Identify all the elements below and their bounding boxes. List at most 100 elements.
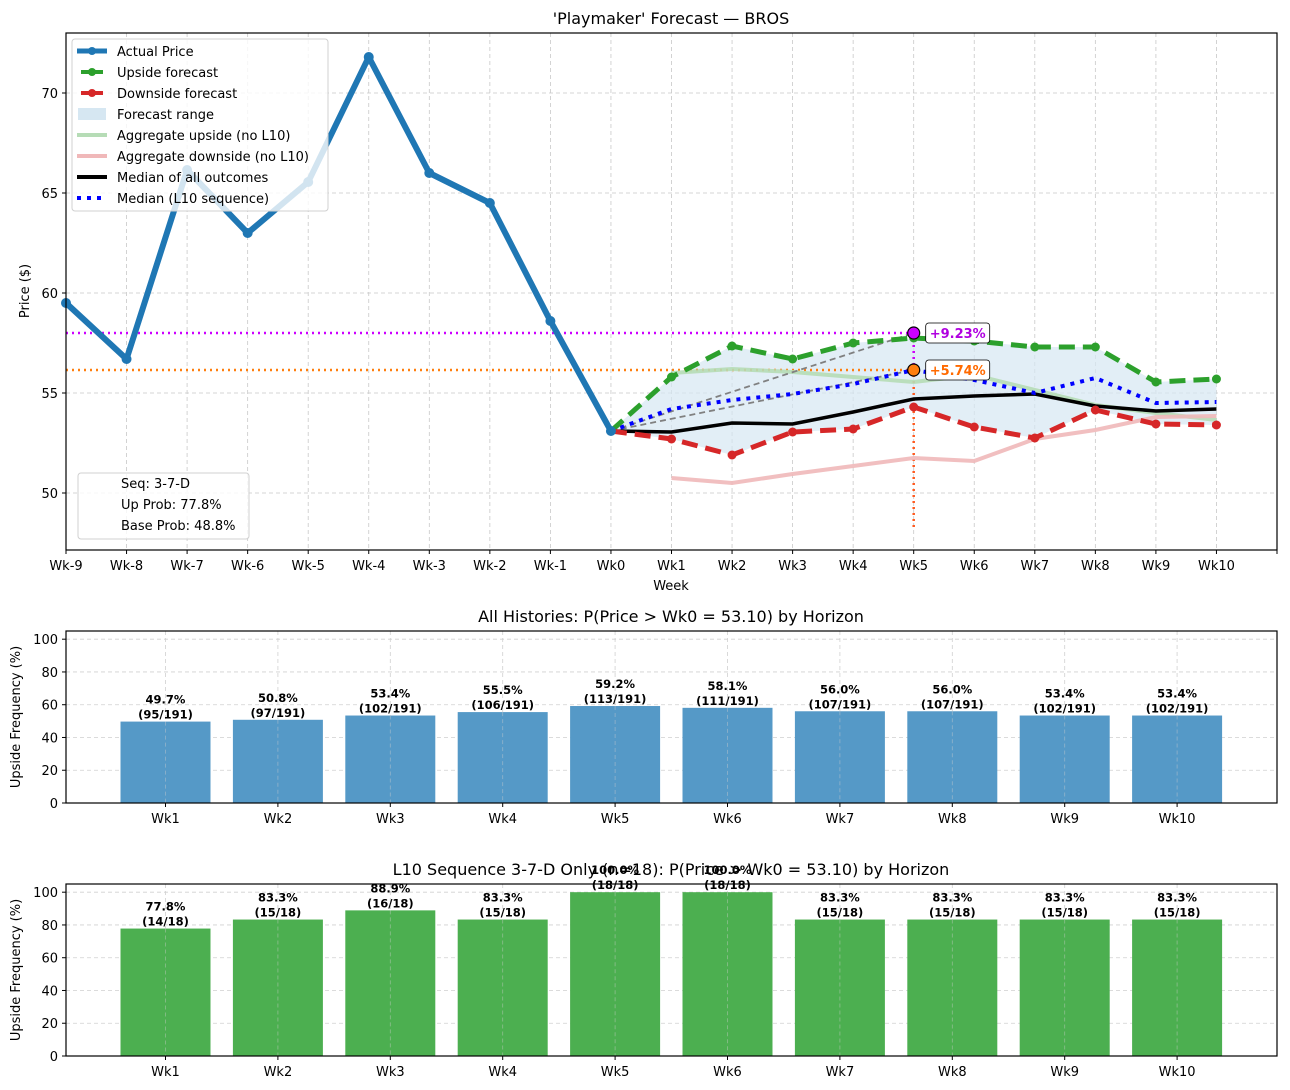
bar-value-label: 88.9%	[370, 881, 410, 895]
x-tick-label: Wk4	[839, 559, 868, 574]
bar-value-label: 56.0%	[820, 682, 860, 696]
bar-count-label: (15/18)	[817, 906, 864, 920]
downside-forecast-point	[909, 402, 919, 412]
bar-count-label: (15/18)	[1154, 906, 1201, 920]
legend-marker	[88, 47, 96, 55]
bars: 77.8%(14/18)83.3%(15/18)88.9%(16/18) 83.3…	[120, 863, 1223, 1056]
x-tick-label: Wk2	[264, 1065, 293, 1080]
downside-forecast-point	[727, 450, 737, 460]
l10-sequence-bar-chart: 77.8%(14/18)83.3%(15/18)88.9%(16/18) 83.3…	[9, 860, 1278, 1080]
bar-value-label: 55.5%	[483, 683, 523, 697]
x-tick-label: Wk-2	[473, 559, 506, 574]
info-base-prob: Base Prob: 48.8%	[121, 519, 235, 534]
actual-price-point	[605, 426, 616, 436]
x-tick-label: Wk-4	[352, 559, 385, 574]
median-all-line	[610, 392, 1217, 434]
bar-value-label: 83.3%	[1157, 891, 1197, 905]
info-sequence: Seq: 3-7-D	[121, 477, 190, 492]
bar-value-label: 59.2%	[595, 677, 635, 691]
x-tick-label: Wk7	[826, 812, 855, 827]
bar-value-label: 83.3%	[483, 891, 523, 905]
x-tick-label: Wk3	[778, 559, 807, 574]
bar-count-label: (16/18)	[367, 896, 414, 910]
chart-title: 'Playmaker' Forecast — BROS	[553, 9, 789, 28]
x-tick-label: Wk5	[601, 1065, 630, 1080]
x-tick-label: Wk3	[376, 812, 405, 827]
x-tick-label: Wk-9	[49, 559, 82, 574]
x-tick-label: Wk10	[1198, 559, 1235, 574]
legend-swatch	[78, 108, 106, 120]
legend-label: Actual Price	[117, 45, 194, 60]
legend-item: Median of all outcomes	[77, 171, 268, 186]
legend-label: Upside forecast	[117, 66, 218, 81]
legend-item: Aggregate upside (no L10)	[77, 129, 290, 144]
x-tick-label: Wk1	[151, 812, 180, 827]
bar-count-label: (14/18)	[142, 915, 189, 929]
legend-label: Median of all outcomes	[117, 171, 268, 186]
info-up-prob: Up Prob: 77.8%	[121, 498, 222, 513]
chart-title: All Histories: P(Price > Wk0 = 53.10) by…	[478, 607, 864, 626]
all-histories-bar-chart: All Histories: P(Price > Wk0 = 53.10) by…	[9, 607, 1278, 827]
downside-forecast-point	[1211, 420, 1221, 430]
x-tick-label: Wk2	[718, 559, 747, 574]
x-tick-label: Wk7	[1020, 559, 1049, 574]
downside-forecast-point	[969, 422, 979, 432]
x-tick-label: Wk-8	[110, 559, 143, 574]
axes-frame	[65, 630, 1278, 804]
bar-count-label: (15/18)	[1041, 906, 1088, 920]
actual-price-point	[121, 354, 132, 364]
x-tick-label: Wk-5	[292, 559, 325, 574]
legend: Actual Price Upside forecast Downside fore…	[71, 38, 329, 212]
y-tick-label: 80	[41, 666, 58, 681]
legend-label: Median (L10 sequence)	[117, 192, 269, 207]
bar-count-label: (102/191)	[1146, 702, 1209, 716]
bar-count-label: (15/18)	[255, 906, 302, 920]
legend-marker	[88, 68, 96, 76]
legend-label: Downside forecast	[117, 87, 237, 102]
annotation-label: +9.23%	[930, 327, 986, 342]
x-tick-label: Wk9	[1142, 559, 1171, 574]
axis-ticks: 0 20 40 60 80 100 Wk1 Wk2 Wk3 Wk4 Wk5 Wk6 Wk7 Wk8 Wk9 W…	[33, 633, 1195, 827]
bars: 49.7%(95/191)50.8%(97/191)53.4%(102/191)…	[120, 677, 1223, 803]
y-axis-ticks: 50 55 60 65 70	[41, 87, 66, 502]
target-marker	[907, 363, 921, 377]
upside-forecast-point	[788, 354, 798, 364]
upside-forecast-line	[609, 335, 1217, 433]
x-tick-label: Wk8	[938, 812, 967, 827]
bar-count-label: (102/191)	[359, 702, 422, 716]
bar	[120, 721, 211, 803]
bar-count-label: (107/191)	[809, 697, 872, 711]
downside-forecast-point	[1090, 405, 1100, 415]
y-axis-label: Price ($)	[18, 264, 33, 318]
y-tick-label: 60	[41, 287, 58, 302]
x-tick-label: Wk-7	[170, 559, 203, 574]
x-tick-label: Wk2	[264, 812, 293, 827]
y-tick-label: 40	[41, 731, 58, 746]
bar-value-label: 77.8%	[146, 900, 186, 914]
y-tick-label: 65	[41, 187, 58, 202]
y-tick-label: 50	[41, 487, 58, 502]
x-tick-label: Wk9	[1050, 1065, 1079, 1080]
upside-forecast-point	[727, 341, 737, 351]
annotation-box	[925, 322, 991, 344]
legend-label: Forecast range	[117, 108, 214, 123]
downside-forecast-point	[1030, 433, 1040, 443]
y-tick-label: 100	[33, 633, 58, 648]
aggregate-downside-line	[671, 414, 1217, 486]
info-box: Seq: 3-7-D Up Prob: 77.8% Base Prob: 48.…	[77, 472, 250, 540]
legend-marker	[88, 89, 96, 97]
bar-count-label: (18/18)	[704, 878, 751, 892]
legend-label: Aggregate downside (no L10)	[117, 150, 309, 165]
x-tick-label: Wk1	[151, 1065, 180, 1080]
upside-forecast-point	[1151, 377, 1161, 387]
bar-count-label: (15/18)	[929, 906, 976, 920]
bar-count-label: (113/191)	[584, 692, 647, 706]
y-tick-label: 100	[33, 886, 58, 901]
y-tick-label: 70	[41, 87, 58, 102]
chart-title: L10 Sequence 3-7-D Only (n=18): P(Price …	[393, 860, 950, 879]
actual-price-point	[545, 316, 556, 326]
x-tick-label: Wk5	[601, 812, 630, 827]
x-tick-label: Wk10	[1159, 1065, 1196, 1080]
actual-price-point	[363, 52, 374, 62]
